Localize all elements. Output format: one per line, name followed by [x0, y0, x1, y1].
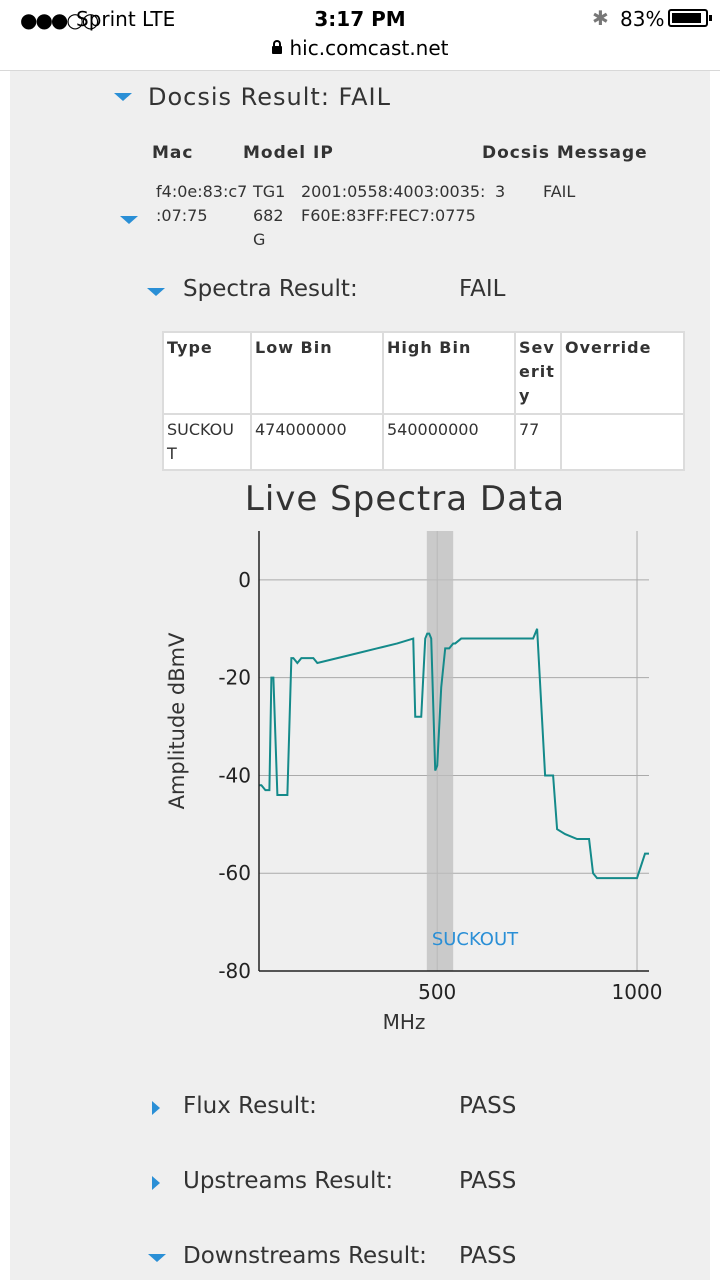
- th-low-bin: Low Bin: [250, 331, 384, 415]
- docsis-result-heading[interactable]: Docsis Result: FAIL: [148, 83, 392, 111]
- col-model-ip: Model IP: [243, 143, 334, 163]
- cell-type: SUCKOU T: [162, 413, 252, 471]
- bluetooth-icon: ✱: [592, 6, 609, 30]
- th-override: Override: [560, 331, 685, 415]
- cell-high-bin: 540000000: [382, 413, 516, 471]
- ip-cell: 2001:0558:4003:0035: F60E:83FF:FEC7:0775: [301, 180, 485, 228]
- battery-percent: 83%: [620, 7, 665, 31]
- flux-result-label[interactable]: Flux Result:: [183, 1093, 317, 1119]
- cell-low-bin: 474000000: [250, 413, 384, 471]
- col-docsis-message: Docsis Message: [482, 143, 648, 163]
- model-line-3: G: [253, 230, 266, 249]
- expand-upstreams-icon[interactable]: [152, 1176, 160, 1190]
- expand-row-icon[interactable]: [120, 216, 138, 224]
- url-text[interactable]: hic.comcast.net: [289, 36, 449, 60]
- x-axis-label: MHz: [383, 1010, 426, 1034]
- collapse-spectra-icon[interactable]: [147, 288, 165, 296]
- x-tick-label: 500: [418, 980, 456, 1004]
- downstreams-result-value: PASS: [459, 1243, 517, 1269]
- th-type: Type: [162, 331, 252, 415]
- y-tick-label: 0: [238, 568, 251, 592]
- page-content: Docsis Result: FAIL Mac Model IP Docsis …: [10, 71, 710, 1280]
- upstreams-result-label[interactable]: Upstreams Result:: [183, 1168, 394, 1194]
- flux-result-value: PASS: [459, 1093, 517, 1119]
- status-bar: ●●●○○ Sprint LTE 3:17 PM ✱ 83%: [0, 0, 720, 36]
- spectra-result-label[interactable]: Spectra Result:: [183, 276, 358, 302]
- mac-line-1: f4:0e:83:c7: [156, 182, 248, 201]
- y-axis-label: Amplitude dBmV: [165, 632, 189, 809]
- address-bar[interactable]: hic.comcast.net: [0, 36, 720, 71]
- signal-strength-icon: ●●●○○: [20, 8, 99, 32]
- y-tick-label: -40: [218, 763, 251, 787]
- spectra-result-value: FAIL: [459, 276, 506, 302]
- downstreams-result-label[interactable]: Downstreams Result:: [183, 1243, 427, 1269]
- y-tick-label: -20: [218, 666, 251, 690]
- mac-line-2: :07:75: [156, 206, 208, 225]
- spectra-chart: 0 -20 -40 -60 -80 500 1000 SUCKOUT MHz Amplitude …: [165, 531, 663, 1034]
- y-tick-label: -80: [218, 959, 251, 983]
- th-severity: Sev erit y: [514, 331, 562, 415]
- expand-flux-icon[interactable]: [152, 1101, 160, 1115]
- table-row: SUCKOU T 474000000 540000000 77: [162, 413, 685, 471]
- table-header-row: Type Low Bin High Bin Sev erit y Overrid…: [162, 331, 685, 415]
- suckout-band: [426, 531, 454, 971]
- docsis-message: FAIL: [543, 182, 576, 201]
- chart-title: Live Spectra Data: [244, 479, 566, 519]
- battery-icon: [668, 9, 712, 27]
- clock: 3:17 PM: [314, 7, 406, 31]
- collapse-docsis-icon[interactable]: [114, 93, 132, 101]
- suckout-label: SUCKOUT: [432, 929, 519, 950]
- ip-line-1: 2001:0558:4003:0035:: [301, 182, 486, 201]
- collapse-downstreams-icon[interactable]: [148, 1254, 166, 1262]
- y-tick-label: -60: [218, 861, 251, 885]
- model-cell: TG1 682 G: [253, 180, 285, 252]
- model-line-1: TG1: [253, 182, 286, 201]
- col-mac: Mac: [152, 143, 194, 163]
- lock-icon: [271, 40, 282, 54]
- cell-override: [560, 413, 685, 471]
- th-high-bin: High Bin: [382, 331, 516, 415]
- upstreams-result-value: PASS: [459, 1168, 517, 1194]
- carrier-label: Sprint LTE: [76, 7, 176, 31]
- model-line-2: 682: [253, 206, 284, 225]
- mac-cell: f4:0e:83:c7 :07:75: [156, 180, 247, 228]
- spectrum-series-line: [259, 628, 649, 880]
- cell-severity: 77: [514, 413, 562, 471]
- spectra-table: Type Low Bin High Bin Sev erit y Overrid…: [162, 331, 685, 471]
- ip-line-2: F60E:83FF:FEC7:0775: [301, 206, 476, 225]
- docsis-code: 3: [495, 182, 506, 201]
- x-tick-label: 1000: [612, 980, 663, 1004]
